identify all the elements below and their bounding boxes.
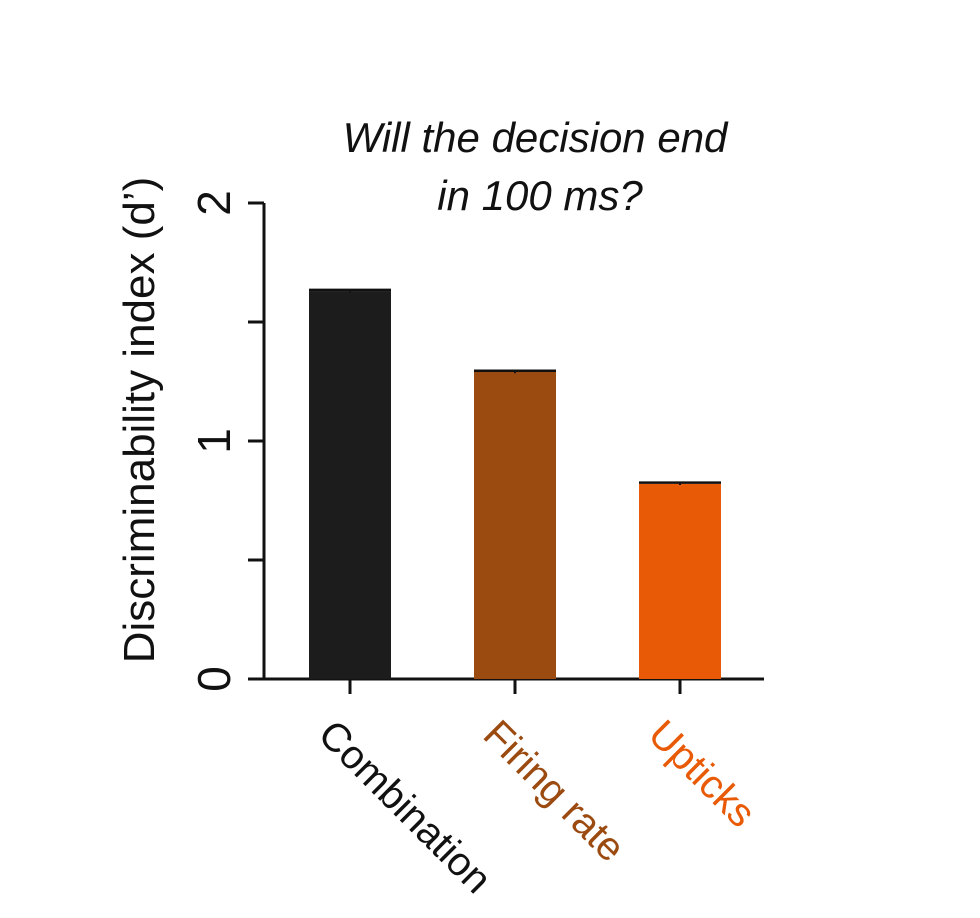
y-axis-label: Discriminability index (d’) xyxy=(115,177,164,664)
chart-title: Will the decision end in 100 ms? xyxy=(343,114,729,219)
chart-title-line-1: Will the decision end xyxy=(343,114,729,161)
bar-combination xyxy=(309,291,391,679)
category-label: Firing rate xyxy=(475,712,633,870)
y-tick-label: 0 xyxy=(188,666,240,692)
chart-title-line-2: in 100 ms? xyxy=(437,172,643,219)
category-label: Upticks xyxy=(640,712,764,836)
category-label: Combination xyxy=(310,712,500,902)
y-tick-label: 1 xyxy=(188,428,240,454)
bars xyxy=(309,288,721,679)
bar-upticks xyxy=(639,483,721,679)
y-tick-label: 2 xyxy=(188,190,240,216)
bar-firing-rate xyxy=(474,371,556,679)
